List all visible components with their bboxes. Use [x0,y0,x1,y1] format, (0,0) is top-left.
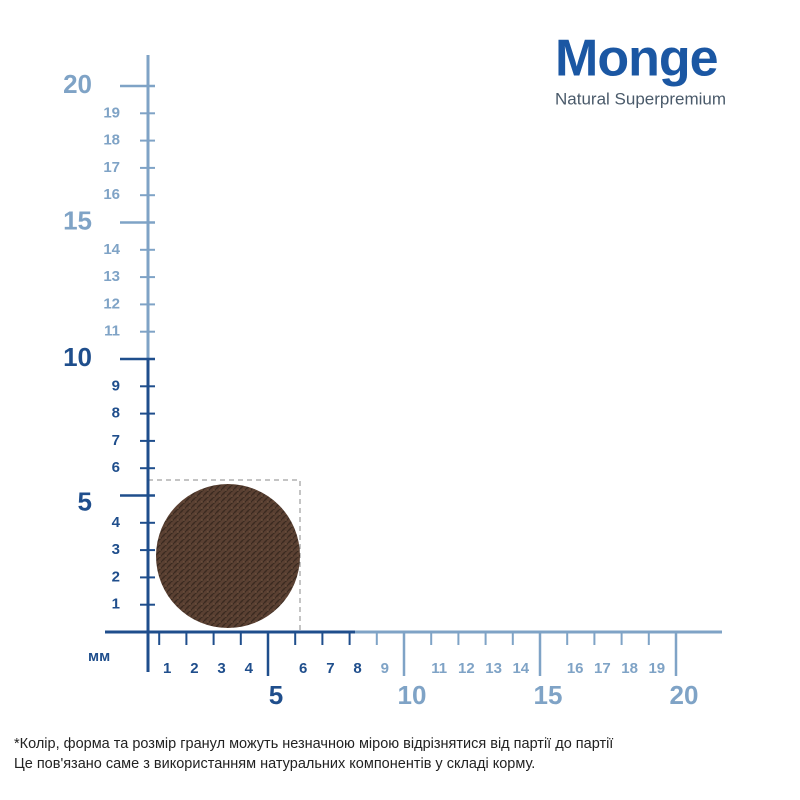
y-label: 9 [112,377,120,394]
y-major-label: 10 [63,342,92,372]
y-label: 12 [103,295,120,312]
y-label: 18 [103,132,120,149]
y-label: 8 [112,405,120,422]
x-label: 17 [594,660,611,677]
brand: Monge [555,30,718,88]
y-label: 14 [103,241,120,258]
x-label: 2 [190,660,198,677]
x-major-label: 20 [670,680,699,710]
y-label: 6 [112,459,120,476]
x-label: 1 [163,660,171,677]
x-label: 16 [567,660,584,677]
x-label: 9 [381,660,389,677]
y-label: 17 [103,159,120,176]
x-major-label: 10 [398,680,427,710]
x-label: 8 [353,660,361,677]
x-label: 18 [621,660,638,677]
y-label: 16 [103,186,120,203]
tagline: Natural Superpremium [555,89,726,108]
y-major-label: 15 [63,205,92,235]
x-label: 11 [431,660,447,677]
y-label: 11 [104,323,120,340]
note-line: *Колір, форма та розмір гранул можуть не… [14,736,614,752]
x-label: 3 [217,660,225,677]
y-major-label: 20 [63,69,92,99]
x-major-label: 5 [269,680,283,710]
x-label: 7 [326,660,334,677]
note-line: Це пов'язано саме з використанням натура… [14,756,536,772]
unit: мм [88,648,110,665]
x-major-label: 15 [534,680,563,710]
x-label: 6 [299,660,307,677]
kibble [156,484,300,628]
y-label: 4 [112,514,121,531]
y-label: 2 [112,568,120,585]
x-label: 4 [245,660,254,677]
y-label: 19 [103,104,120,121]
y-label: 3 [112,541,120,558]
y-label: 13 [103,268,120,285]
x-label: 13 [485,660,502,677]
x-label: 14 [512,660,529,677]
x-label: 12 [458,660,475,677]
y-label: 1 [112,596,120,613]
y-label: 7 [112,432,120,449]
y-major-label: 5 [78,486,92,516]
x-label: 19 [648,660,665,677]
note: *Колір, форма та розмір гранул можуть не… [14,734,794,774]
